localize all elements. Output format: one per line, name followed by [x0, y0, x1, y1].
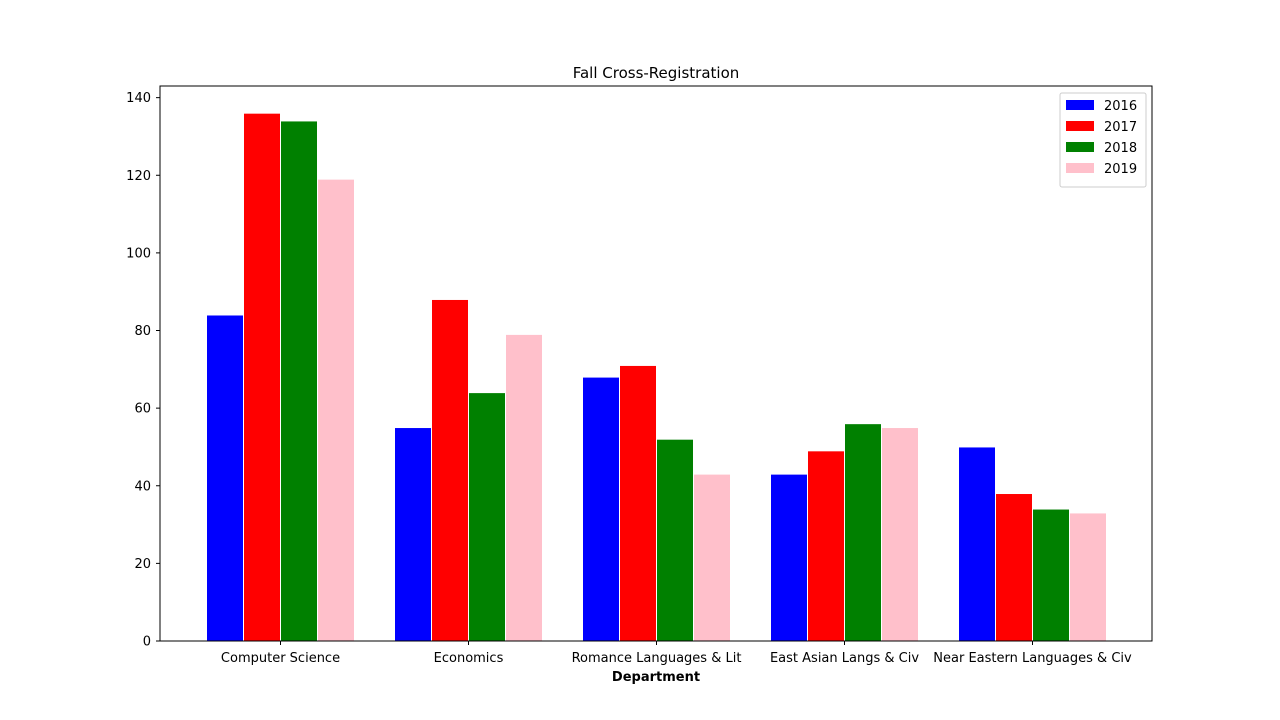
- bar-2019-0: [317, 178, 355, 642]
- bar-2019-1: [505, 333, 543, 642]
- x-tick-label: East Asian Langs & Civ: [770, 651, 919, 666]
- bar-2017-3: [807, 450, 845, 642]
- bar-2017-4: [995, 493, 1033, 642]
- bar-2018-2: [656, 438, 694, 642]
- legend-swatch-2016: [1066, 100, 1094, 110]
- bar-2018-3: [844, 423, 882, 642]
- bar-2019-2: [693, 473, 731, 642]
- bar-2016-3: [770, 473, 808, 642]
- x-axis-label: Department: [612, 670, 700, 685]
- bar-2016-4: [958, 446, 996, 642]
- bar-2019-4: [1069, 512, 1107, 642]
- x-tick-label: Computer Science: [221, 651, 340, 666]
- legend-swatch-2017: [1066, 121, 1094, 131]
- bar-2019-3: [881, 427, 919, 642]
- legend-label-2017: 2017: [1104, 120, 1137, 135]
- y-tick-label: 40: [134, 479, 151, 494]
- legend-label-2018: 2018: [1104, 141, 1137, 156]
- y-tick-label: 20: [134, 557, 151, 572]
- legend-label-2019: 2019: [1104, 162, 1137, 177]
- legend-label-2016: 2016: [1104, 99, 1137, 114]
- y-axis: 0 20 40 60 80 100 120 140: [126, 91, 160, 650]
- x-tick-label: Near Eastern Languages & Civ: [933, 651, 1132, 666]
- y-tick-label: 120: [126, 169, 151, 184]
- y-tick-label: 100: [126, 246, 151, 261]
- bar-2018-0: [280, 120, 318, 642]
- y-tick-label: 0: [143, 635, 151, 650]
- bar-2016-2: [582, 376, 620, 642]
- bar-2018-1: [468, 392, 506, 642]
- legend-swatch-2019: [1066, 163, 1094, 173]
- chart-title: Fall Cross-Registration: [573, 64, 740, 82]
- x-axis: Computer Science Economics Romance Languag…: [221, 641, 1132, 666]
- bar-2016-0: [206, 314, 244, 642]
- bar-2017-1: [431, 298, 469, 642]
- y-tick-label: 60: [134, 402, 151, 417]
- x-tick-label: Economics: [434, 651, 504, 666]
- x-tick-label: Romance Languages & Lit: [572, 651, 742, 666]
- bar-2017-0: [243, 112, 281, 642]
- bar-2016-1: [394, 427, 432, 642]
- y-tick-label: 80: [134, 324, 151, 339]
- bars-group: [206, 112, 1107, 642]
- legend: 2016 2017 2018 2019: [1059, 92, 1147, 188]
- legend-swatch-2018: [1066, 142, 1094, 152]
- y-tick-label: 140: [126, 91, 151, 106]
- bar-2018-4: [1032, 508, 1070, 642]
- bar-2017-2: [619, 364, 657, 642]
